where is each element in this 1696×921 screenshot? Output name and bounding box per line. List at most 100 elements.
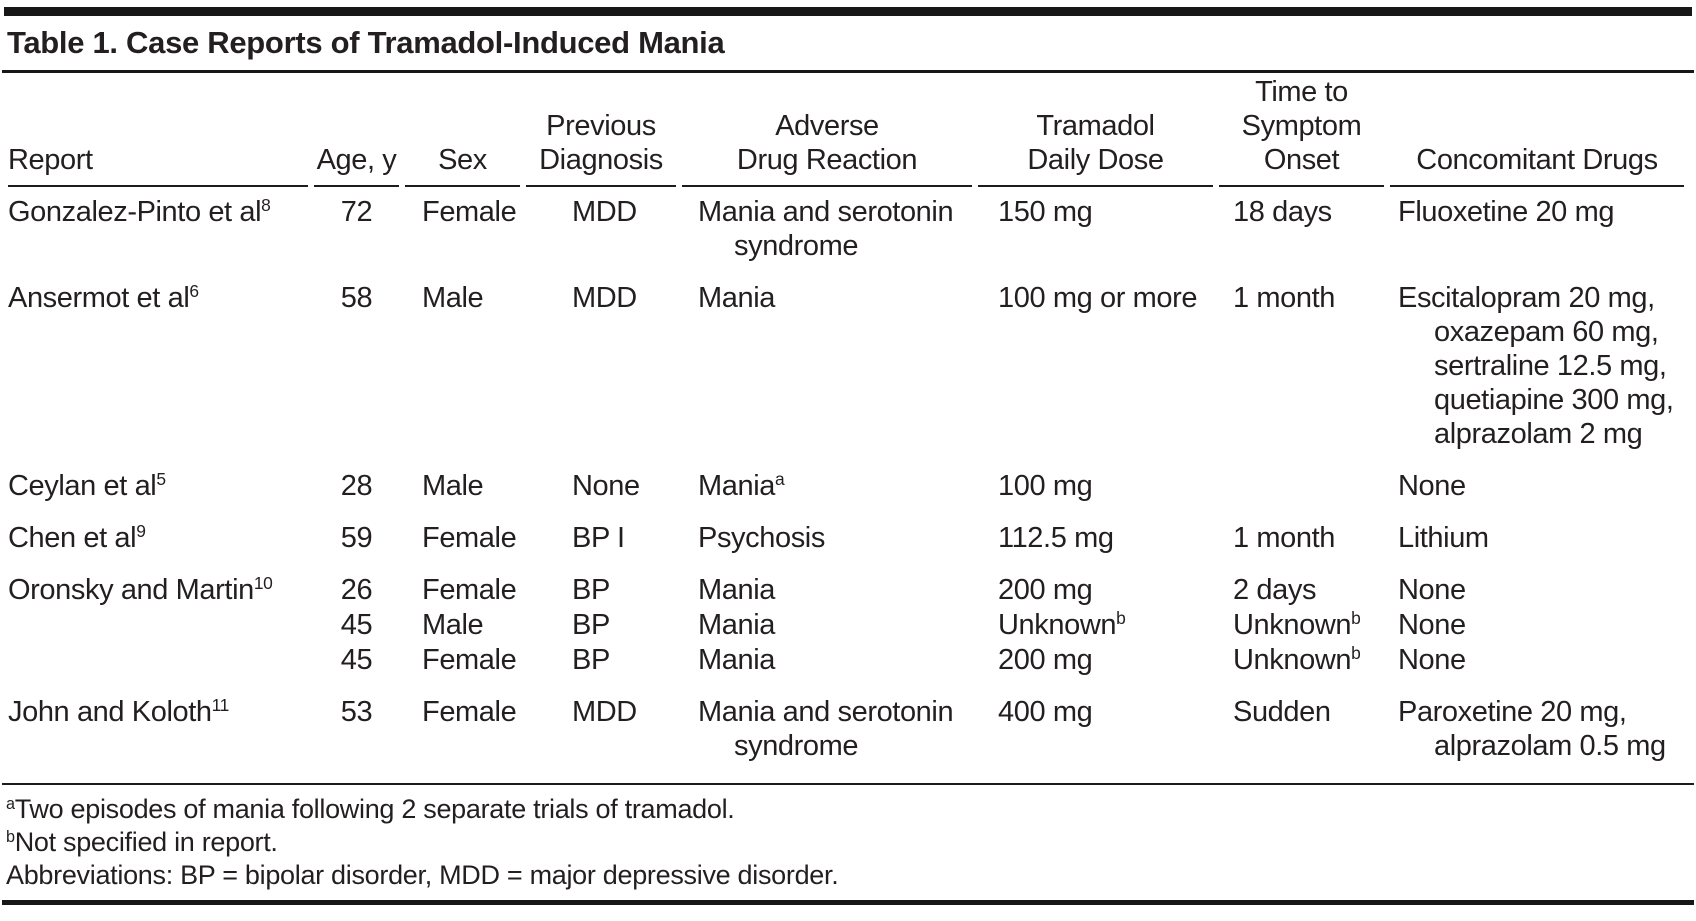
cell-line: 26 [340,574,373,606]
cell-line: Female [422,196,517,228]
cell-line: Mania [698,609,775,641]
cell-line: syndrome [734,230,859,262]
cell-line: 53 [340,696,373,728]
column-header-sex: Sex [405,73,520,187]
footnote-separator-rule [2,783,1694,785]
cell-age: 72 [314,187,399,263]
cell-line: alprazolam 0.5 mg [1434,730,1666,762]
cell-line: None [572,470,640,502]
table-figure: Table 1. Case Reports of Tramadol-Induce… [0,7,1696,921]
table-title: Table 1. Case Reports of Tramadol-Induce… [7,25,725,60]
cell-age: 53 [314,677,399,773]
table-row: Chen et al9 59 Female BP I Psychosis 112.5 mg… [8,503,1684,555]
cell-drugs: Lithium [1390,503,1684,555]
cell-prevdx: None [526,451,676,503]
title-rule [2,70,1694,73]
superscript: a [775,469,785,490]
cell-adr: Mania [682,607,972,642]
column-header-onset: Time to Symptom Onset [1219,73,1384,187]
cell-line: Sudden [1233,696,1331,728]
cell-line: 112.5 mg [998,522,1114,554]
header-row: Report Age, y Sex Previous Diagnosis Adverse D… [8,73,1684,187]
cell-line: 100 mg [998,470,1093,502]
cell-report: Ansermot et al6 [8,263,308,451]
cell-line: Escitalopram 20 mg, [1398,282,1655,314]
cell-line: MDD [572,696,637,728]
cell-sex: Male [405,451,520,503]
cell-adr: Mania [682,263,972,451]
footnote-line: aTwo episodes of mania following 2 separ… [6,794,735,824]
cell-dose: 112.5 mg [978,503,1213,555]
cell-line: Chen et al9 [8,521,146,554]
cell-onset: 18 days [1219,187,1384,263]
table-row: Gonzalez-Pinto et al8 72 Female MDD Mania an… [8,187,1684,263]
cell-line: 28 [340,470,373,502]
cell-dose: 200 mg [978,555,1213,607]
cell-line: Mania and serotonin [698,696,954,728]
cell-age: 59 [314,503,399,555]
cell-line: Paroxetine 20 mg, [1398,696,1627,728]
cell-line: MDD [572,282,637,314]
cell-prevdx: MDD [526,187,676,263]
cell-sex: Male [405,607,520,642]
cell-adr: Mania [682,555,972,607]
table-row: John and Koloth11 53 Female MDD Mania and se… [8,677,1684,773]
cell-line: 59 [340,522,373,554]
cell-line: Unknownb [1233,643,1361,676]
cell-dose: 100 mg or more [978,263,1213,451]
cell-prevdx: MDD [526,677,676,773]
cell-line: 2 days [1233,574,1317,606]
cell-sex: Female [405,187,520,263]
cell-line: None [1398,574,1466,606]
table-body: Gonzalez-Pinto et al8 72 Female MDD Mania an… [8,187,1684,773]
cell-line: Female [422,522,517,554]
cell-report: Ceylan et al5 [8,451,308,503]
cell-line: Unknownb [998,608,1126,641]
cell-line: None [1398,470,1466,502]
footnote-line: Abbreviations: BP = bipolar disorder, MD… [6,860,839,890]
column-header-drugs: Concomitant Drugs [1390,73,1684,187]
superscript: 5 [156,469,166,490]
cell-line: 45 [340,644,373,676]
superscript: 6 [189,281,199,302]
cell-line: 45 [340,609,373,641]
cell-prevdx: BP [526,642,676,677]
superscript: 9 [136,521,146,542]
cell-line: Fluoxetine 20 mg [1398,196,1615,228]
cell-line: 58 [340,282,373,314]
cell-age: 45 [314,642,399,677]
cell-drugs: None [1390,607,1684,642]
cell-drugs: None [1390,642,1684,677]
cell-drugs: None [1390,555,1684,607]
cell-onset: Unknownb [1219,642,1384,677]
cell-prevdx: BP I [526,503,676,555]
table-row: Ceylan et al5 28 Male None Maniaa 100 mg None [8,451,1684,503]
cell-line: 150 mg [998,196,1093,228]
cell-onset: 1 month [1219,263,1384,451]
cell-line: Mania [698,282,775,314]
column-header-age: Age, y [314,73,399,187]
cell-line: sertraline 12.5 mg, [1434,350,1667,382]
cell-line: quetiapine 300 mg, [1434,384,1674,416]
column-header-report: Report [8,73,308,187]
cell-line: Female [422,644,517,676]
cell-adr: Mania and serotonin syndrome [682,187,972,263]
cell-line: Female [422,696,517,728]
cell-line: BP [572,644,610,676]
cell-onset: 1 month [1219,503,1384,555]
cell-drugs: None [1390,451,1684,503]
table-row: 45 Male BP Mania Unknownb Unknownb None [8,607,1684,642]
cell-report: Chen et al9 [8,503,308,555]
cell-report [8,607,308,642]
footnote-line: bNot specified in report. [6,827,278,857]
cell-prevdx: BP [526,555,676,607]
superscript: b [6,828,15,847]
column-header-adr: Adverse Drug Reaction [682,73,972,187]
cell-line: Mania [698,644,775,676]
cell-sex: Female [405,555,520,607]
cell-line: alprazolam 2 mg [1434,418,1643,450]
cell-line: Ceylan et al5 [8,469,166,502]
cell-line: Ansermot et al6 [8,281,199,314]
cell-sex: Female [405,503,520,555]
cell-report [8,642,308,677]
